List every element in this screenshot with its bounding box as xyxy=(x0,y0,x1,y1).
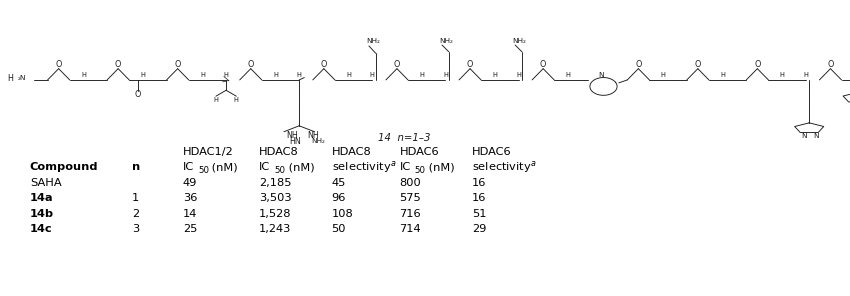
Text: 3,503: 3,503 xyxy=(259,193,292,203)
Text: H: H xyxy=(419,72,424,78)
Text: H: H xyxy=(492,72,497,78)
Text: 1: 1 xyxy=(132,193,139,203)
Text: HDAC8: HDAC8 xyxy=(332,147,371,157)
Text: H: H xyxy=(803,73,808,78)
Text: 3: 3 xyxy=(132,224,139,234)
Text: O: O xyxy=(115,60,122,69)
Text: O: O xyxy=(394,60,400,69)
Text: ₂N: ₂N xyxy=(18,75,26,81)
Text: 25: 25 xyxy=(183,224,197,234)
Text: H: H xyxy=(565,72,570,78)
Text: H: H xyxy=(779,72,785,78)
Text: 14c: 14c xyxy=(30,224,53,234)
Text: 716: 716 xyxy=(400,209,421,219)
Text: 45: 45 xyxy=(332,178,346,188)
Text: 2,185: 2,185 xyxy=(259,178,292,188)
Text: 714: 714 xyxy=(400,224,421,234)
Text: NH₂: NH₂ xyxy=(439,38,453,44)
Text: 14a: 14a xyxy=(30,193,54,203)
Text: selectivity$^a$: selectivity$^a$ xyxy=(332,159,396,175)
Text: 800: 800 xyxy=(400,178,422,188)
Text: 14b: 14b xyxy=(30,209,54,219)
Text: 50: 50 xyxy=(415,166,426,175)
Text: HDAC1/2: HDAC1/2 xyxy=(183,147,234,157)
Text: 108: 108 xyxy=(332,209,354,219)
Text: HDAC6: HDAC6 xyxy=(472,147,512,157)
Text: O: O xyxy=(247,60,254,69)
Text: 16: 16 xyxy=(472,193,486,203)
Text: 2: 2 xyxy=(132,209,139,219)
Text: H: H xyxy=(213,97,218,103)
Text: O: O xyxy=(540,60,547,69)
Text: H: H xyxy=(516,73,521,78)
Text: N: N xyxy=(813,133,819,139)
Text: O: O xyxy=(320,60,327,69)
Text: n: n xyxy=(132,162,140,172)
Text: selectivity$^a$: selectivity$^a$ xyxy=(472,159,536,175)
Text: HDAC8: HDAC8 xyxy=(259,147,299,157)
Text: NH: NH xyxy=(308,131,320,140)
Text: (nM): (nM) xyxy=(425,162,455,172)
Text: 14: 14 xyxy=(183,209,197,219)
Text: H: H xyxy=(273,72,278,78)
Text: NH: NH xyxy=(286,131,298,140)
Text: O: O xyxy=(467,60,473,69)
Text: NH₂: NH₂ xyxy=(366,38,380,44)
Text: H: H xyxy=(297,73,302,78)
Text: H: H xyxy=(660,72,666,78)
Text: 50: 50 xyxy=(332,224,346,234)
Text: 51: 51 xyxy=(472,209,486,219)
Text: IC: IC xyxy=(400,162,411,172)
Text: O: O xyxy=(694,60,701,69)
Text: H: H xyxy=(140,72,145,78)
Text: HN: HN xyxy=(289,137,301,146)
Text: H: H xyxy=(81,72,86,78)
Text: 14  n=1–3: 14 n=1–3 xyxy=(378,133,431,143)
Text: Compound: Compound xyxy=(30,162,99,172)
Text: 49: 49 xyxy=(183,178,197,188)
Text: IC: IC xyxy=(259,162,270,172)
Text: 36: 36 xyxy=(183,193,197,203)
Text: O: O xyxy=(134,90,141,99)
Text: H: H xyxy=(720,72,725,78)
Text: O: O xyxy=(174,60,181,69)
Text: O: O xyxy=(55,60,62,69)
Text: H: H xyxy=(234,97,239,103)
Text: H: H xyxy=(370,73,375,78)
Text: 575: 575 xyxy=(400,193,422,203)
Text: H: H xyxy=(443,73,448,78)
Text: 50: 50 xyxy=(275,166,286,175)
Text: 50: 50 xyxy=(198,166,209,175)
Text: (nM): (nM) xyxy=(208,162,238,172)
Text: O: O xyxy=(635,60,642,69)
Text: N: N xyxy=(802,133,807,139)
Text: NH₂: NH₂ xyxy=(311,138,325,144)
Text: H: H xyxy=(8,74,13,83)
Text: H: H xyxy=(346,72,351,78)
Text: O: O xyxy=(754,60,761,69)
Text: 1,528: 1,528 xyxy=(259,209,292,219)
Text: 96: 96 xyxy=(332,193,346,203)
Text: H: H xyxy=(200,72,205,78)
Text: N: N xyxy=(598,72,604,78)
Text: NH₂: NH₂ xyxy=(513,38,526,44)
Text: IC: IC xyxy=(183,162,194,172)
Text: H: H xyxy=(224,73,229,78)
Text: O: O xyxy=(827,60,834,69)
Text: 29: 29 xyxy=(472,224,486,234)
Text: SAHA: SAHA xyxy=(30,178,61,188)
Text: 16: 16 xyxy=(472,178,486,188)
Text: (nM): (nM) xyxy=(285,162,314,172)
Text: HDAC6: HDAC6 xyxy=(400,147,439,157)
Text: 1,243: 1,243 xyxy=(259,224,292,234)
